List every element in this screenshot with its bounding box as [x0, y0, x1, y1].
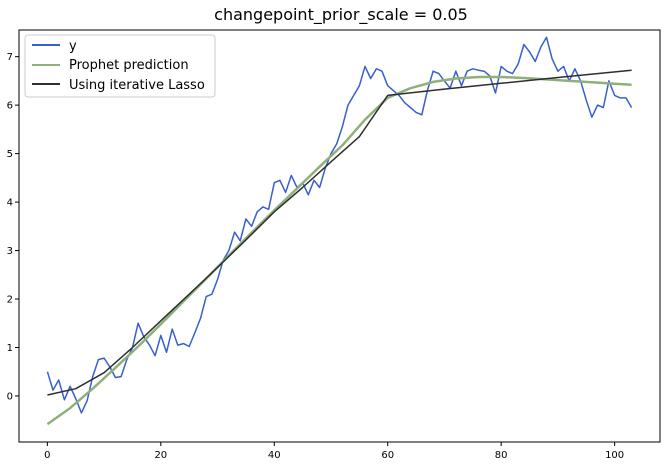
y-tick-label: 0	[7, 391, 13, 402]
x-tick-label: 0	[44, 450, 50, 461]
legend: y Prophet prediction Using iterative Las…	[24, 34, 216, 98]
x-tick-label: 40	[268, 450, 281, 461]
chart-title: changepoint_prior_scale = 0.05	[214, 5, 468, 25]
legend-label-iterative-lasso: Using iterative Lasso	[69, 78, 205, 93]
legend-label-y: y	[69, 39, 77, 54]
x-axis: 0 20 40 60 80 100	[44, 442, 624, 461]
x-tick-label: 100	[605, 450, 624, 461]
y-tick-label: 6	[7, 101, 13, 112]
x-tick-label: 60	[381, 450, 394, 461]
y-tick-label: 4	[7, 198, 13, 209]
y-tick-label: 7	[7, 52, 13, 63]
y-tick-label: 5	[7, 149, 13, 160]
x-tick-label: 20	[154, 450, 167, 461]
series-line-prophet-prediction	[46, 75, 632, 426]
axes-frame	[18, 29, 661, 443]
series-line-y	[46, 36, 633, 414]
y-tick-label: 3	[7, 246, 13, 257]
series-line-iterative-lasso	[47, 69, 632, 396]
legend-label-prophet-prediction: Prophet prediction	[69, 58, 189, 73]
series-group	[46, 36, 633, 426]
y-tick-label: 1	[7, 343, 13, 354]
legend-box	[24, 34, 216, 98]
x-tick-label: 80	[495, 450, 508, 461]
y-tick-label: 2	[7, 295, 13, 306]
plot-area: 0 20 40 60 80 100 0 1 2 3 4 5 6 7	[7, 29, 661, 461]
y-axis: 0 1 2 3 4 5 6 7	[7, 52, 19, 402]
